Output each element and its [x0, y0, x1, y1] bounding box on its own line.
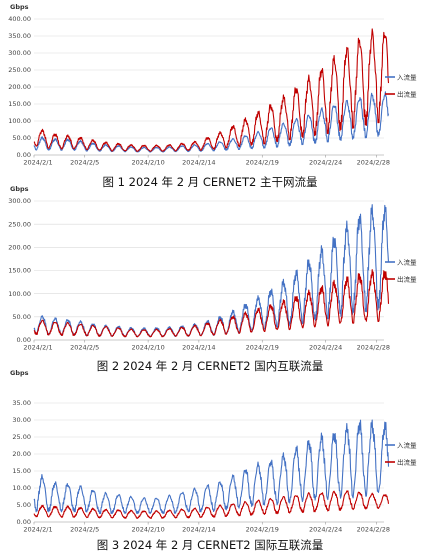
x-tick-label: 2024/2/1 — [23, 159, 52, 167]
y-axis-unit: Gbps — [10, 369, 29, 377]
y-tick-label: 30.00 — [12, 416, 31, 424]
x-tick-label: 2024/2/5 — [70, 526, 99, 534]
y-tick-label: 100.00 — [8, 117, 31, 125]
figure-caption: 图 2 2024 年 2 月 CERNET2 国内互联流量 — [97, 359, 323, 373]
y-tick-label: 0.00 — [17, 151, 31, 159]
chart-3: 0.00 5.00 10.00 15.00 20.00 25.00 30.00 35.00 20… — [10, 369, 417, 552]
legend-label: 入流量 — [397, 440, 417, 449]
y-tick-label: 250.00 — [8, 66, 31, 74]
x-tick-label: 2024/2/14 — [182, 344, 215, 352]
x-tick-label: 2024/2/10 — [131, 344, 164, 352]
legend-label: 出流量 — [397, 89, 417, 98]
y-tick-label: 150.00 — [8, 100, 31, 108]
y-tick-label: 200.00 — [8, 244, 31, 252]
x-tick-label: 2024/2/1 — [23, 344, 52, 352]
legend-label: 出流量 — [397, 274, 417, 283]
y-tick-label: 200.00 — [8, 83, 31, 91]
x-tick-label: 2024/2/28 — [357, 526, 390, 534]
y-tick-label: 300.00 — [8, 49, 31, 57]
y-tick-label: 250.00 — [8, 220, 31, 228]
x-tick-label: 2024/2/19 — [246, 526, 279, 534]
x-tick-label: 2024/2/5 — [70, 344, 99, 352]
x-tick-label: 2024/2/28 — [357, 344, 390, 352]
x-tick-label: 2024/2/19 — [246, 159, 279, 167]
y-tick-label: 20.00 — [12, 450, 31, 458]
y-tick-label: 50.00 — [12, 134, 31, 142]
y-tick-label: 10.00 — [12, 484, 31, 492]
x-tick-label: 2024/2/5 — [70, 159, 99, 167]
y-tick-label: 400.00 — [8, 15, 31, 23]
y-tick-label: 50.00 — [12, 313, 31, 321]
y-tick-label: 15.00 — [12, 467, 31, 475]
x-tick-label: 2024/2/1 — [23, 526, 52, 534]
y-tick-label: 35.00 — [12, 399, 31, 407]
legend-label: 入流量 — [397, 257, 417, 266]
figure-caption: 图 1 2024 年 2 月 CERNET2 主干网流量 — [103, 175, 318, 189]
x-tick-label: 2024/2/28 — [357, 159, 390, 167]
series-line-inbound — [33, 419, 390, 515]
series-line-inbound — [33, 91, 390, 153]
y-tick-label: 25.00 — [12, 433, 31, 441]
x-tick-label: 2024/2/24 — [309, 344, 342, 352]
series-line-outbound — [33, 269, 390, 338]
y-tick-label: 0.00 — [17, 336, 31, 344]
chart-1: 0.00 50.00 100.00 150.00 200.00 250.00 300.00 3… — [8, 3, 417, 189]
series-line-outbound — [33, 490, 390, 519]
x-tick-label: 2024/2/19 — [246, 344, 279, 352]
legend-label: 入流量 — [397, 72, 417, 81]
chart-2: 0.00 50.00 100.00 150.00 200.00 250.00 300.00 2… — [8, 185, 417, 373]
y-tick-label: 300.00 — [8, 197, 31, 205]
y-tick-label: 150.00 — [8, 267, 31, 275]
x-tick-label: 2024/2/10 — [131, 526, 164, 534]
y-tick-label: 0.00 — [17, 518, 31, 526]
legend-label: 出流量 — [397, 457, 417, 466]
series-line-outbound — [33, 28, 390, 152]
x-tick-label: 2024/2/10 — [131, 159, 164, 167]
figure-caption: 图 3 2024 年 2 月 CERNET2 国际互联流量 — [97, 538, 323, 552]
y-tick-label: 350.00 — [8, 32, 31, 40]
x-tick-label: 2024/2/14 — [182, 526, 215, 534]
x-tick-label: 2024/2/14 — [182, 159, 215, 167]
x-tick-label: 2024/2/24 — [309, 526, 342, 534]
y-axis-unit: Gbps — [10, 185, 29, 193]
y-tick-label: 5.00 — [17, 501, 31, 509]
y-tick-label: 100.00 — [8, 290, 31, 298]
x-tick-label: 2024/2/24 — [309, 159, 342, 167]
y-axis-unit: Gbps — [10, 3, 29, 11]
